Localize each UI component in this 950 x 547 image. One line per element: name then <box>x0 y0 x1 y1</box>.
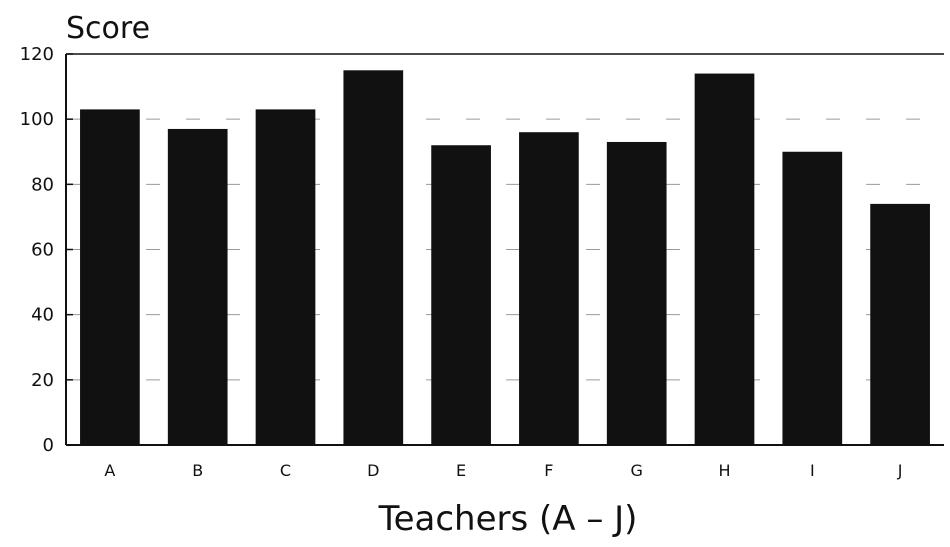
y-tick-label: 40 <box>31 305 54 326</box>
x-tick-label: C <box>280 461 291 480</box>
chart-title: Score <box>66 11 150 46</box>
y-tick-label: 100 <box>20 109 54 130</box>
bar-e <box>431 145 491 445</box>
bar-d <box>343 70 404 446</box>
x-axis-label: Teachers (A – J) <box>378 499 638 539</box>
x-tick-label: B <box>192 461 203 480</box>
bar-i <box>782 151 843 445</box>
x-tick-label: E <box>456 461 466 480</box>
y-tick-label: 120 <box>20 44 54 65</box>
x-tick-label: F <box>544 461 553 480</box>
x-axis-ticks: A B C D E F G H I J <box>104 461 902 480</box>
x-tick-label: G <box>630 461 642 480</box>
x-tick-label: J <box>897 461 903 480</box>
bar-g <box>606 141 667 445</box>
x-tick-label: I <box>810 461 815 480</box>
y-tick-label: 0 <box>43 435 54 456</box>
y-tick-label: 60 <box>31 240 54 261</box>
axes <box>65 53 944 446</box>
bar-c <box>255 109 316 446</box>
bar-a <box>80 109 140 446</box>
bar-b <box>167 128 228 446</box>
x-tick-label: D <box>367 461 379 480</box>
y-tick-label: 20 <box>31 370 54 391</box>
x-tick-label: H <box>718 461 730 480</box>
y-axis-ticks: 0 20 40 60 80 100 120 <box>20 44 73 456</box>
y-tick-label: 80 <box>31 174 54 195</box>
bar-f <box>519 132 579 445</box>
x-tick-label: A <box>104 461 115 480</box>
bar-h <box>694 73 755 446</box>
bar-j <box>870 203 930 445</box>
bars <box>80 70 930 446</box>
